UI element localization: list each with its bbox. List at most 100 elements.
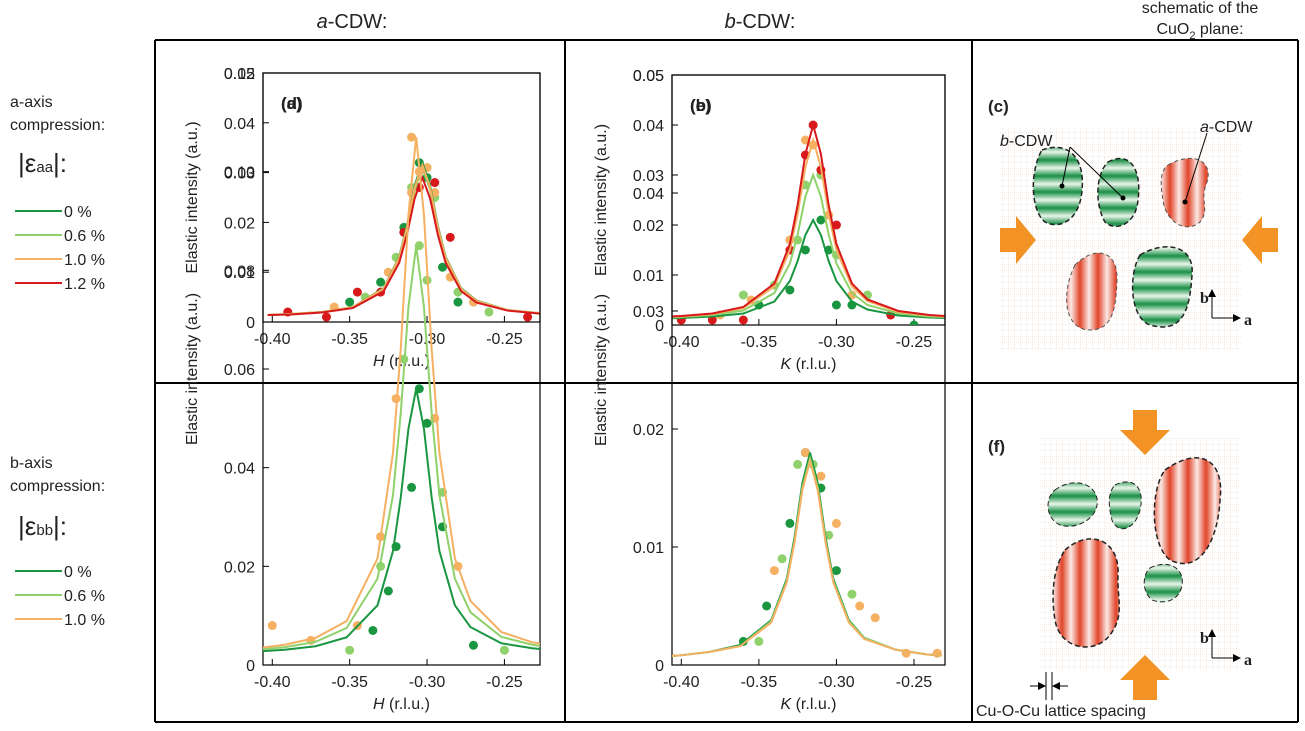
frame [154,39,1299,723]
data-point [407,482,417,492]
data-point [383,586,393,596]
row-label: compression: [10,117,105,134]
data-point [831,566,841,576]
x-tick-label: -0.25 [486,331,523,348]
legend-label: 0 % [64,564,92,581]
plot: -0.40 -0.35 -0.30 -0.2500.010.020.030.040.0… [593,68,946,373]
data-point [870,613,880,623]
panel-label: (e) [690,96,711,115]
data-point [430,178,440,188]
data-point [785,285,795,295]
axis-label: b [1200,630,1209,647]
fit-line [672,452,942,657]
data-point [769,566,779,576]
row-label: compression: [10,478,105,495]
y-tick-label: 0.04 [224,461,255,478]
x-tick-label: -0.25 [486,674,523,691]
x-axis-label: H (r.l.u.) [373,696,430,713]
data-point [707,315,717,325]
data-point [816,215,826,225]
y-tick-label: 0.01 [633,268,664,285]
y-tick-label: 0.01 [224,265,255,282]
data-point [438,262,448,272]
fit-line [263,245,540,651]
y-tick-label: 0.04 [633,118,664,135]
y-tick-label: 0.01 [633,540,664,557]
strain-label: |εbb|: [18,511,67,541]
data-point [453,297,463,307]
data-point [523,312,533,322]
x-tick-label: -0.35 [331,674,368,691]
y-tick-label: 0 [655,658,664,675]
legend: 0 % 0.6 % 1.0 % [15,564,105,629]
data-point [352,287,362,297]
data-point [800,448,810,458]
x-tick-label: -0.25 [896,674,933,691]
row-label: b-axis [10,455,53,472]
data-point [267,621,277,631]
y-tick-label: 0 [246,658,255,675]
y-tick-label: 0.03 [633,304,664,321]
annotation: a-CDW [1200,119,1253,136]
fit-line [672,454,942,657]
data-point [345,297,355,307]
y-axis-label: Elastic intensity (a.u.) [184,121,201,273]
plot: -0.40 -0.35 -0.30 -0.2500.010.020.030.040.0… [184,66,541,370]
y-axis-label: Elastic intensity (a.u.) [184,293,201,445]
annotation: Cu-O-Cu lattice spacing [976,703,1146,720]
x-tick-label: -0.40 [663,674,700,691]
plot-frame [671,74,946,666]
x-tick-label: -0.40 [663,334,700,351]
panel-label: (d) [281,94,303,113]
legend-label: 1.0 % [64,252,105,269]
schematic-header: CuO2 plane: [1156,21,1243,42]
x-axis-label: K (r.l.u.) [780,356,836,373]
data-point [468,640,478,650]
strain-label: |εaa|: [18,148,67,178]
schematic-header: schematic of the [1142,0,1259,17]
fit-line [263,388,540,653]
data-point [407,132,417,142]
data-point [777,554,787,564]
series-group [672,120,945,325]
x-tick-label: -0.30 [818,334,855,351]
series-group [267,158,540,322]
data-point [831,220,841,230]
fit-line [672,456,942,657]
data-point [831,518,841,528]
axis-label: a [1244,652,1252,669]
legend-label: 0.6 % [64,588,105,605]
y-tick-label: 0.03 [224,166,255,183]
legend-label: 1.2 % [64,276,105,293]
y-tick-label: 0.12 [224,66,255,83]
data-point [831,300,841,310]
series-group [263,132,540,655]
y-tick-label: 0.10 [224,165,255,182]
legend-label: 0 % [64,204,92,221]
plot-frame [262,72,541,323]
x-tick-label: -0.35 [741,334,778,351]
y-tick-label: 0 [246,315,255,332]
fit-line [267,174,540,317]
legend: 0 % 0.6 % 1.0 % 1.2 % [15,204,105,293]
fit-line [672,121,945,318]
y-tick-label: 0.08 [224,263,255,280]
panel-label: (b) [690,96,712,115]
y-tick-label: 0.02 [633,218,664,235]
column-header: b-CDW: [725,11,796,33]
y-tick-label: 0.02 [224,215,255,232]
plot: -0.40 -0.35 -0.30 -0.25 0 0.01 0.02 0.03 0.04 0.0… [593,68,946,713]
y-tick-label: 0.05 [633,68,664,85]
panel-label: (a) [281,94,302,113]
data-point [847,589,857,599]
data-point [762,601,772,611]
plot: -0.40 -0.35 -0.30 -0.25 0 0.02 0.04 0.06 0.08 0.1… [184,66,541,713]
x-tick-label: -0.25 [896,334,933,351]
x-tick-label: -0.30 [409,674,446,691]
y-tick-label: 0.06 [224,362,255,379]
column-header: a-CDW: [317,11,388,33]
x-tick-label: -0.30 [818,674,855,691]
legend-label: 1.0 % [64,612,105,629]
y-tick-label: 0.04 [633,186,664,203]
y-tick-label: 0.02 [224,559,255,576]
